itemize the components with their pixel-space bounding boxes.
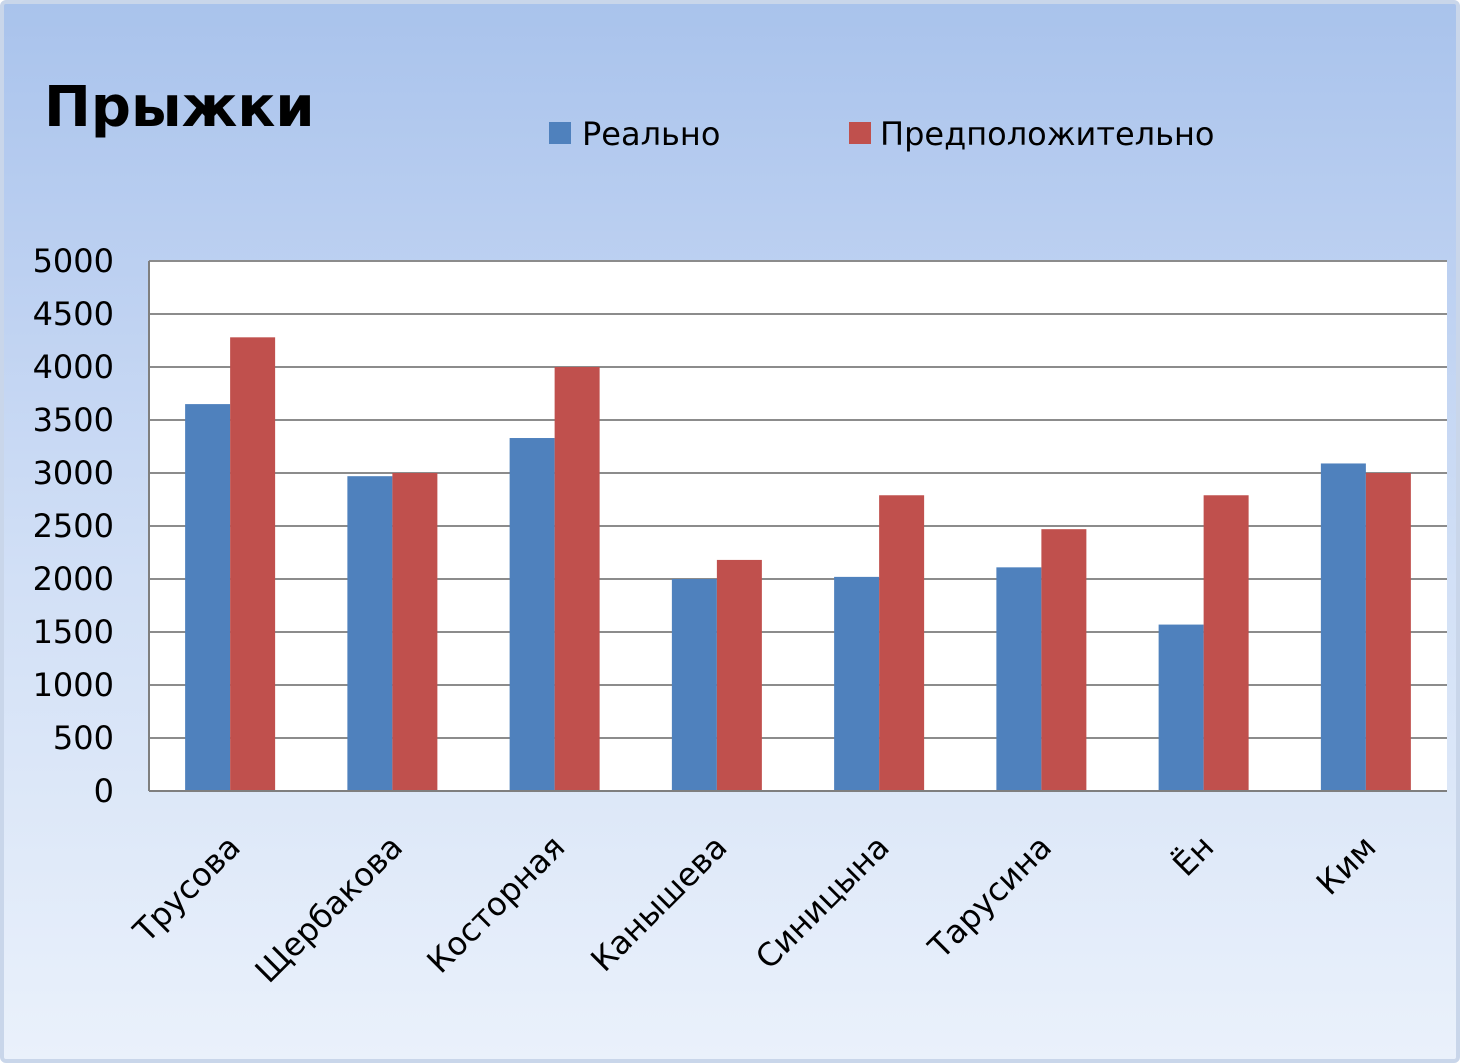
- bar-real-7: [1320, 463, 1366, 791]
- x-tick-label: Щербакова: [248, 828, 410, 990]
- x-tick-label: Трусова: [125, 828, 248, 951]
- bar-expected-0: [230, 337, 276, 791]
- y-axis-tick-labels: 0 500 1000 1500 2000 2500 3000 3500 4000 4500 5000: [33, 242, 114, 810]
- legend-label-real: Реально: [582, 115, 720, 153]
- y-tick-label: 3500: [33, 401, 114, 439]
- legend-label-expected: Предположительно: [880, 115, 1214, 153]
- x-axis-tick-labels: Трусова Щербакова Косторная Канышева Синицын…: [125, 828, 1383, 990]
- bar-expected-1: [392, 473, 438, 791]
- bar-real-0: [185, 404, 231, 791]
- y-tick-label: 2500: [33, 507, 114, 545]
- bar-real-4: [834, 576, 880, 791]
- y-tick-label: 1000: [33, 666, 114, 704]
- bar-expected-5: [1041, 529, 1087, 791]
- y-tick-label: 5000: [33, 242, 114, 280]
- bar-real-1: [347, 476, 393, 791]
- bar-expected-6: [1203, 495, 1249, 791]
- y-tick-label: 2000: [33, 560, 114, 598]
- y-tick-label: 4000: [33, 348, 114, 386]
- x-tick-label: Ён: [1165, 828, 1221, 884]
- x-tick-label: Косторная: [419, 828, 572, 981]
- chart-title: Прыжки: [44, 75, 315, 140]
- y-tick-label: 4500: [33, 295, 114, 333]
- bar-real-6: [1158, 624, 1204, 791]
- bar-expected-3: [716, 559, 762, 791]
- bar-real-2: [509, 438, 555, 791]
- bar-real-3: [671, 579, 717, 791]
- bar-expected-4: [879, 495, 925, 791]
- bar-chart: Прыжки Реально Предположительно 0 500 1000…: [33, 75, 1447, 990]
- bar-expected-2: [554, 367, 600, 791]
- y-tick-label: 500: [53, 719, 114, 757]
- bar-expected-7: [1365, 473, 1411, 791]
- legend: Реально Предположительно: [549, 115, 1214, 153]
- legend-swatch-real: [549, 122, 571, 144]
- y-tick-label: 1500: [33, 613, 114, 651]
- x-tick-label: Синицына: [748, 828, 897, 977]
- y-tick-label: 0: [94, 772, 114, 810]
- x-tick-label: Ким: [1309, 828, 1384, 903]
- x-tick-label: Канышева: [583, 828, 734, 979]
- x-tick-label: Тарусина: [920, 828, 1059, 967]
- bars: [185, 337, 1411, 791]
- bar-real-5: [996, 567, 1042, 791]
- y-tick-label: 3000: [33, 454, 114, 492]
- legend-swatch-expected: [849, 122, 871, 144]
